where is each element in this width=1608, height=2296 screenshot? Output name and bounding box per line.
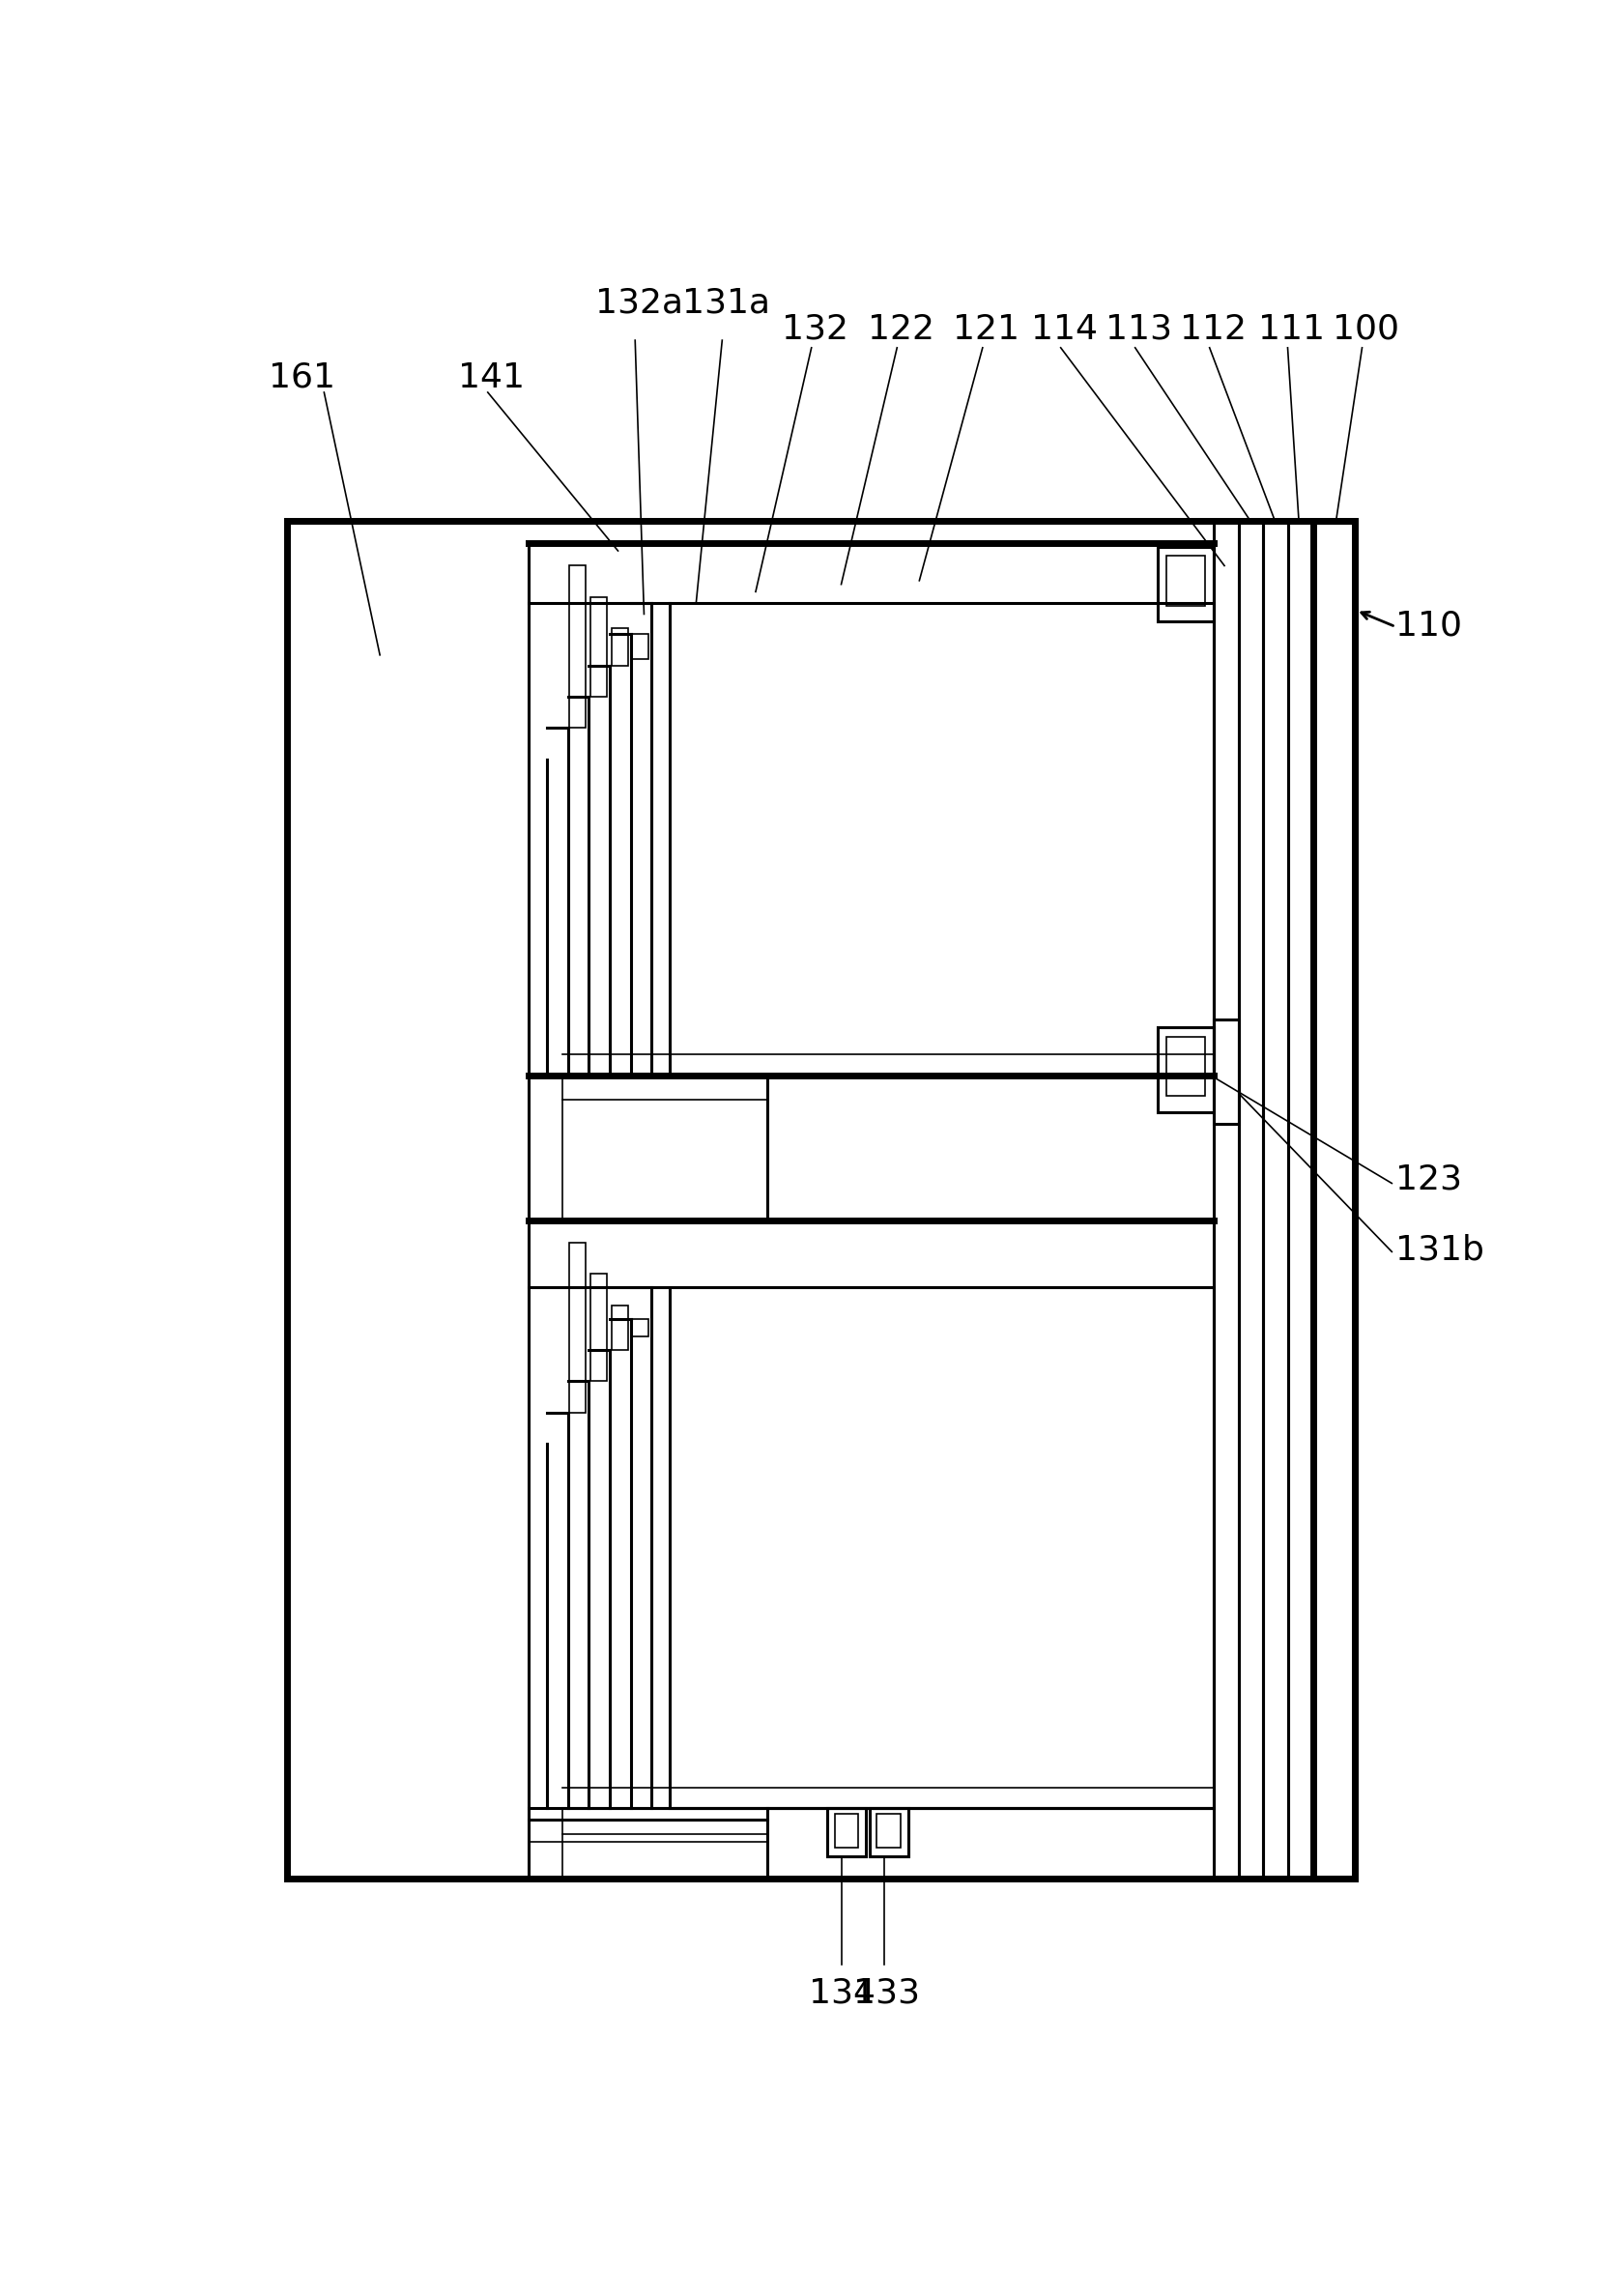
Bar (1158, 1026, 1214, 1114)
Text: 134: 134 (809, 1977, 875, 2009)
Bar (1166, 1038, 1204, 1095)
Bar (1314, 521, 1354, 1878)
Bar (1166, 556, 1204, 606)
Bar (671, 1288, 1214, 1809)
Bar (1238, 521, 1264, 1878)
Bar (870, 1809, 909, 1857)
Bar (1214, 1019, 1238, 1123)
Bar (590, 1274, 606, 1382)
Text: 121: 121 (954, 312, 1019, 344)
Text: 123: 123 (1396, 1164, 1462, 1196)
Bar (286, 521, 1354, 1878)
Text: 133: 133 (854, 1977, 920, 2009)
Bar (1288, 521, 1314, 1878)
Text: 122: 122 (867, 312, 934, 344)
Text: 114: 114 (1031, 312, 1098, 344)
Bar (590, 597, 606, 696)
Bar (569, 1242, 585, 1412)
Bar (1264, 521, 1288, 1878)
Bar (529, 1221, 1214, 1809)
Bar (1214, 521, 1238, 1878)
Bar (611, 629, 627, 666)
Bar (827, 1809, 865, 1857)
Bar (876, 1814, 900, 1848)
Text: 110: 110 (1396, 608, 1462, 641)
Text: 141: 141 (458, 360, 524, 395)
Bar (632, 634, 648, 659)
Bar (671, 604, 1214, 1075)
Text: 131b: 131b (1396, 1233, 1484, 1267)
Bar (632, 1318, 648, 1336)
Bar (835, 1814, 859, 1848)
Text: 132: 132 (781, 312, 849, 344)
Text: 113: 113 (1106, 312, 1172, 344)
Bar (611, 1306, 627, 1350)
Text: 132a: 132a (595, 287, 683, 319)
Text: 161: 161 (269, 360, 334, 395)
Text: 111: 111 (1257, 312, 1325, 344)
Bar (529, 544, 1214, 1075)
Bar (569, 565, 585, 728)
Text: 112: 112 (1180, 312, 1246, 344)
Text: 100: 100 (1333, 312, 1399, 344)
Bar (1158, 546, 1214, 622)
Text: 131a: 131a (682, 287, 770, 319)
